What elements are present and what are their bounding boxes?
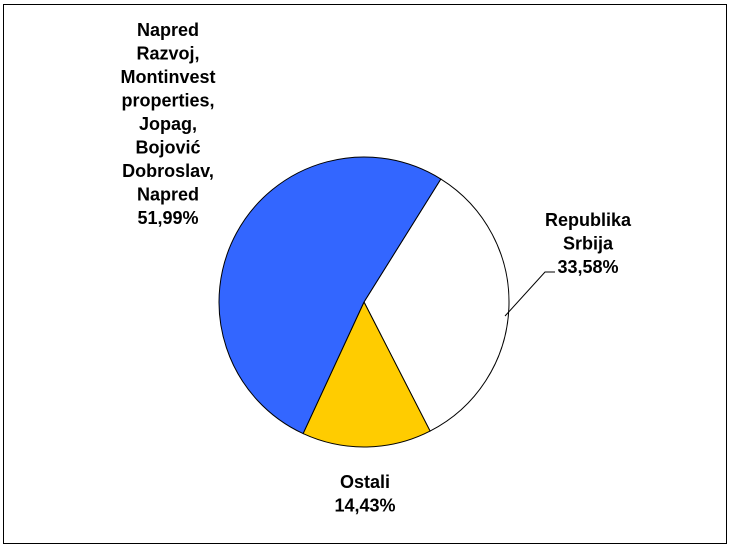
pie-slice-0 (363, 178, 510, 432)
slice-category-label: Republika (545, 210, 632, 230)
slice-category-label: Ostali (340, 472, 390, 492)
slice-label-1: Ostali 14,43% (334, 472, 395, 516)
slice-category-label: Napred (137, 185, 199, 205)
pie-slice-2 (218, 156, 442, 435)
slice-label-0: Republika Srbija 33,58% (545, 210, 632, 277)
slice-value-label: 33,58% (557, 257, 618, 277)
slice-category-label: Napred (137, 20, 199, 40)
slice-category-label: Dobroslav, (122, 161, 214, 181)
slice-value-label: 14,43% (334, 496, 395, 516)
slice-category-label: Razvoj, (136, 44, 199, 64)
pie-slice-1 (302, 300, 431, 448)
slice-category-label: Montinvest (120, 67, 215, 87)
slice-category-label: Bojović (135, 138, 200, 158)
slice-category-label: Jopag, (139, 114, 197, 134)
label-leader-line (504, 271, 555, 317)
slice-value-label: 51,99% (137, 208, 198, 228)
slice-category-label: Srbija (563, 234, 614, 254)
slice-category-label: properties, (121, 91, 214, 111)
slice-label-2: Napred Razvoj, Montinvest properties, Jopag,… (120, 20, 215, 228)
